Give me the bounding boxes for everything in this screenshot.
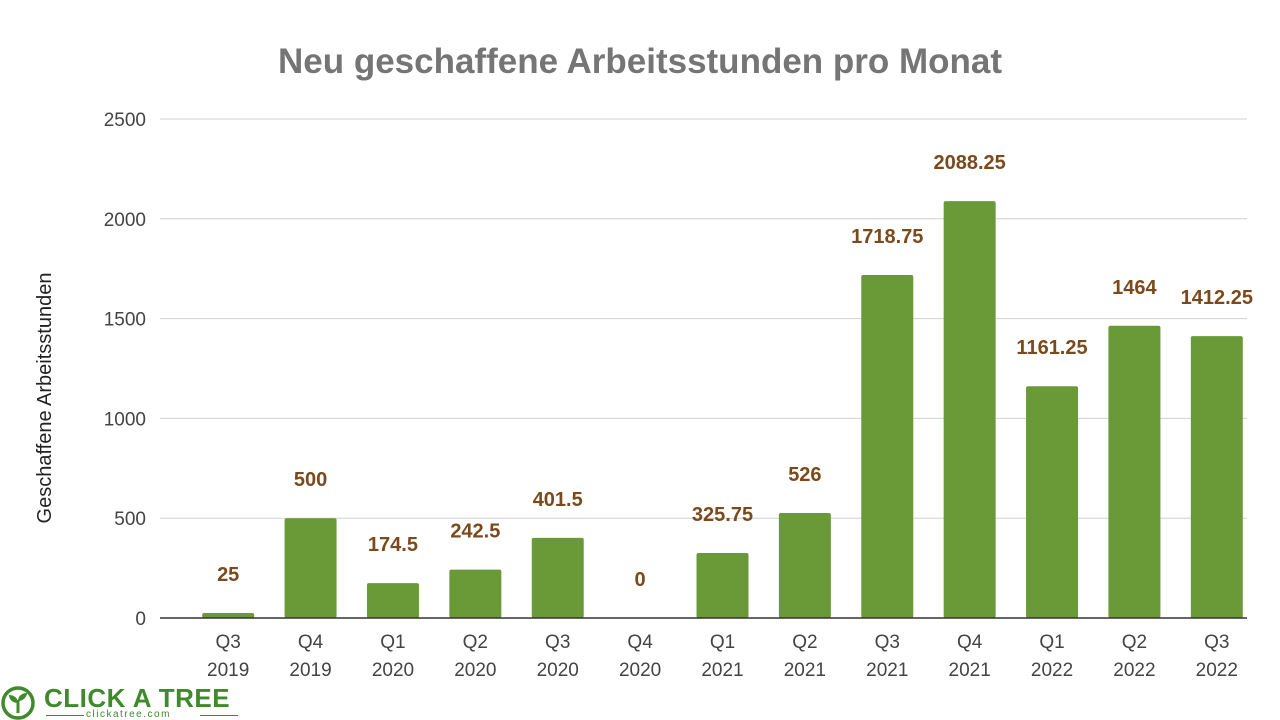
data-label: 174.5 xyxy=(368,534,418,556)
x-tick-label-year: 2019 xyxy=(289,660,331,681)
data-label: 500 xyxy=(294,469,327,491)
x-tick-label-quarter: Q4 xyxy=(627,632,653,653)
x-tick-label-quarter: Q2 xyxy=(792,632,817,653)
x-tick-label-quarter: Q2 xyxy=(1122,632,1147,653)
x-tick-label-year: 2021 xyxy=(701,660,743,681)
y-axis-label: Geschaffene Arbeitsstunden xyxy=(34,273,56,524)
bar xyxy=(943,201,996,618)
x-tick-label-year: 2020 xyxy=(537,660,579,681)
x-tick-label-quarter: Q1 xyxy=(1039,632,1064,653)
x-tick-label-quarter: Q4 xyxy=(298,632,324,653)
x-tick-label-quarter: Q2 xyxy=(463,632,488,653)
bar xyxy=(1190,336,1243,618)
logo-rule-left xyxy=(46,715,84,716)
data-label: 1161.25 xyxy=(1016,337,1087,359)
bar xyxy=(1026,386,1079,618)
data-label: 1464 xyxy=(1112,277,1157,299)
y-tick-label: 500 xyxy=(114,509,146,530)
logo-url: clickatree.com xyxy=(86,709,171,720)
data-label: 401.5 xyxy=(533,489,583,511)
chart-title: Neu geschaffene Arbeitsstunden pro Monat xyxy=(278,42,1002,81)
bar xyxy=(449,569,502,618)
x-tick-label-quarter: Q3 xyxy=(875,632,900,653)
x-tick-label-year: 2020 xyxy=(454,660,496,681)
bar xyxy=(1108,325,1161,618)
data-label: 242.5 xyxy=(450,521,500,543)
data-label: 325.75 xyxy=(692,504,753,526)
logo-rule-right xyxy=(200,715,238,716)
gridlines xyxy=(160,118,1247,519)
data-label: 1718.75 xyxy=(851,226,923,248)
x-tick-label-quarter: Q3 xyxy=(1204,632,1229,653)
x-tick-label-year: 2022 xyxy=(1113,660,1155,681)
bar xyxy=(778,513,831,618)
bar xyxy=(861,274,914,618)
x-tick-label-quarter: Q3 xyxy=(545,632,570,653)
tree-leaf-circle-icon xyxy=(1,686,35,720)
bar xyxy=(284,518,337,618)
bar xyxy=(696,552,749,618)
x-tick-label-year: 2021 xyxy=(866,660,908,681)
logo-name: CLICK A TREE xyxy=(44,683,231,713)
y-tick-label: 2000 xyxy=(104,210,146,231)
x-tick-label-quarter: Q1 xyxy=(710,632,735,653)
x-tick-label-year: 2021 xyxy=(784,660,826,681)
x-tick-label-year: 2021 xyxy=(949,660,991,681)
x-axis-ticks: Q3 2019 Q4 2019 Q1 2020 Q2 2020 Q3 2020 Q4 2020 Q1 20… xyxy=(207,632,1238,681)
x-tick-label-quarter: Q4 xyxy=(957,632,983,653)
y-tick-label: 0 xyxy=(135,609,146,630)
y-tick-label: 1500 xyxy=(104,310,146,331)
y-tick-label: 1000 xyxy=(104,409,146,430)
x-tick-label-year: 2022 xyxy=(1031,660,1073,681)
data-label: 0 xyxy=(635,569,646,591)
x-tick-label-year: 2022 xyxy=(1196,660,1238,681)
data-label: 526 xyxy=(788,464,821,486)
data-labels: 25 500 174.5 242.5 401.5 0 325.75 526 1718.75 208… xyxy=(217,152,1253,591)
bar xyxy=(531,537,584,618)
y-axis-ticks: 0 500 1000 1500 2000 2500 xyxy=(104,110,146,630)
x-tick-label-year: 2020 xyxy=(619,660,661,681)
x-tick-label-year: 2020 xyxy=(372,660,414,681)
data-label: 25 xyxy=(217,564,239,586)
y-tick-label: 2500 xyxy=(104,110,146,131)
bar-series xyxy=(202,201,1243,618)
data-label: 1412.25 xyxy=(1181,287,1253,309)
x-tick-label-year: 2019 xyxy=(207,660,249,681)
x-tick-label-quarter: Q3 xyxy=(216,632,241,653)
bar xyxy=(366,583,419,618)
data-label: 2088.25 xyxy=(934,152,1006,174)
bar xyxy=(202,613,255,618)
click-a-tree-logo[interactable]: CLICK A TREE clickatree.com xyxy=(0,684,245,720)
x-tick-label-quarter: Q1 xyxy=(380,632,405,653)
